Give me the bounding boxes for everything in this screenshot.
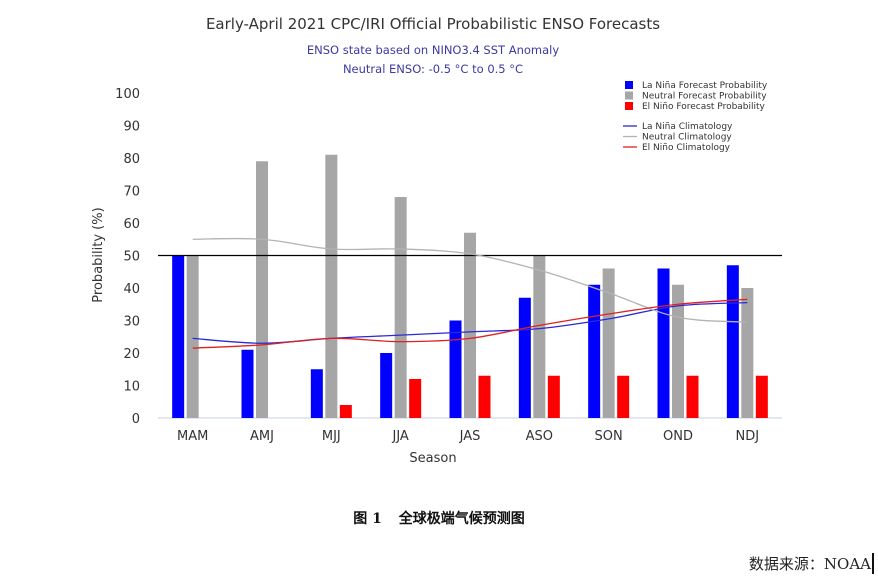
bar [755, 375, 768, 418]
climatology-line [192, 298, 748, 349]
figure-caption-text: 全球极端气候预测图 [398, 511, 525, 527]
bar [588, 284, 601, 418]
bar [464, 232, 476, 418]
y-tick-label: 0 [132, 412, 140, 427]
legend-label: El Niño Forecast Probability [642, 102, 766, 112]
legend-swatch [625, 102, 633, 110]
bar [241, 349, 254, 418]
bar [617, 375, 630, 418]
climatology-line [192, 237, 748, 323]
bar [686, 375, 699, 418]
x-tick-label: NDJ [736, 429, 760, 444]
legend-label: Neutral Climatology [642, 133, 732, 143]
x-tick-label: AMJ [250, 429, 274, 444]
x-axis-title: Season [409, 451, 456, 466]
y-tick-label: 30 [123, 315, 140, 330]
y-tick-label: 70 [123, 185, 140, 200]
bar [726, 265, 739, 418]
legend-swatch [625, 81, 633, 89]
chart-subtitle-2: Neutral ENSO: -0.5 °C to 0.5 °C [343, 62, 523, 76]
legend-label: El Niño Climatology [642, 143, 731, 153]
bar [256, 161, 268, 418]
plot-area: 0 10 20 30 40 50 60 70 80 90 100 MAM AMJ MJJ JJA JAS ASO… [115, 87, 782, 444]
bar [657, 268, 670, 418]
y-tick-label: 90 [123, 120, 140, 135]
x-tick-label: JAS [459, 429, 481, 444]
bar [186, 255, 199, 418]
y-tick-label: 20 [123, 347, 140, 362]
x-tick-label: ASO [526, 429, 553, 444]
bar [449, 320, 462, 418]
figure-number: 图 1 [353, 511, 382, 527]
enso-forecast-chart: Early-April 2021 CPC/IRI Official Probab… [91, 15, 782, 466]
bar [310, 369, 323, 418]
x-tick-label: SON [595, 429, 623, 444]
y-tick-label: 80 [123, 152, 140, 167]
y-tick-label: 10 [123, 380, 140, 395]
bar [518, 297, 531, 418]
bar [602, 268, 615, 418]
bar [478, 375, 491, 418]
x-tick-label: MJJ [322, 429, 341, 444]
chart-subtitle-1: ENSO state based on NINO3.4 SST Anomaly [307, 43, 560, 57]
legend-label: Neutral Forecast Probability [642, 92, 767, 102]
y-axis-title: Probability (%) [91, 207, 106, 302]
bar [380, 353, 393, 418]
y-tick-label: 50 [123, 250, 140, 265]
bar [172, 255, 185, 418]
legend-swatch [625, 91, 633, 100]
bar [533, 255, 546, 418]
chart-title: Early-April 2021 CPC/IRI Official Probab… [206, 15, 660, 33]
bar [394, 197, 407, 418]
x-tick-label: MAM [177, 429, 208, 444]
bar [547, 375, 560, 418]
legend-label: La Niña Forecast Probability [642, 81, 768, 91]
y-tick-label: 40 [123, 282, 140, 297]
bar [409, 379, 422, 418]
bar [339, 405, 352, 418]
y-tick-label: 100 [115, 87, 140, 102]
legend-label: La Niña Climatology [642, 122, 733, 132]
x-tick-label: JJA [391, 429, 408, 444]
bar [325, 154, 338, 418]
x-tick-label: OND [663, 429, 693, 444]
bar [741, 288, 754, 418]
data-source: 数据来源：NOAA [749, 553, 874, 574]
y-tick-label: 60 [123, 217, 140, 232]
figure-caption: 图 1 全球极端气候预测图 [0, 508, 878, 528]
